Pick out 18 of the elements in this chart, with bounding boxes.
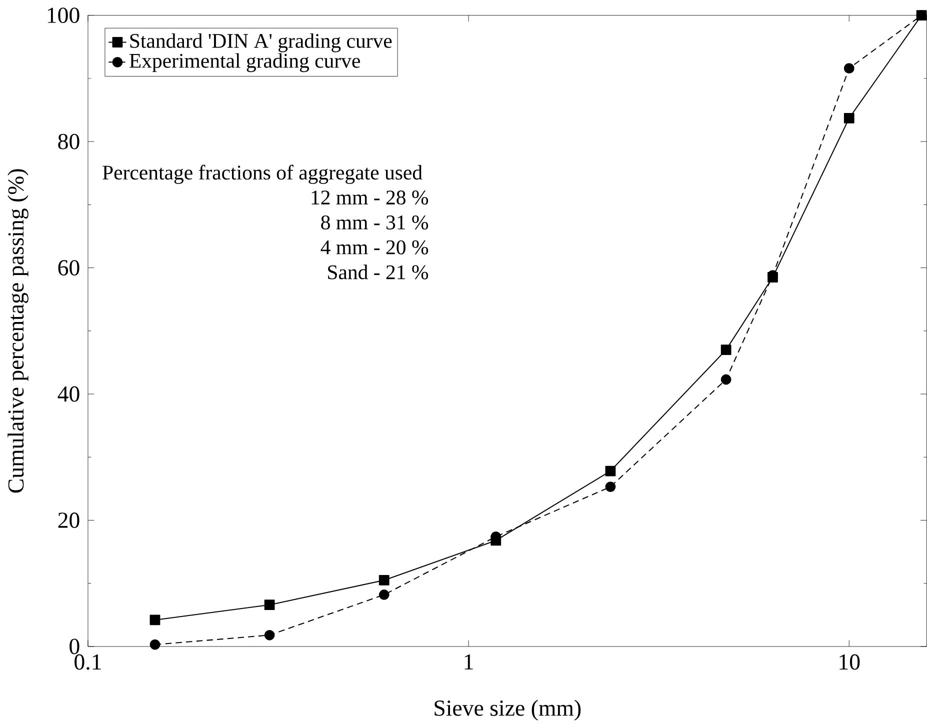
x-tick-label: 10 xyxy=(840,654,860,670)
y-axis-title: Cumulative percentage passing (%) xyxy=(8,169,28,493)
annotation: Sand - 21 % xyxy=(328,264,428,280)
legend-label: Standard 'DIN A' grading curve xyxy=(130,33,392,52)
legend-label: Experimental grading curve xyxy=(130,53,360,72)
y-tick-label: 20 xyxy=(58,512,80,528)
x-tick-label: 0.1 xyxy=(74,654,101,670)
annotation: Percentage fractions of aggregate used xyxy=(102,164,422,184)
x-tick-label: 1 xyxy=(464,654,473,670)
x-axis-title: Sieve size (mm) xyxy=(434,700,581,720)
annotation: 4 mm - 20 % xyxy=(320,240,428,254)
annotation: 8 mm - 31 % xyxy=(321,215,428,230)
y-tick-label: 60 xyxy=(58,260,80,276)
y-tick-label: 40 xyxy=(58,386,80,402)
y-tick-label: 100 xyxy=(48,8,80,23)
annotation: 12 mm - 28 % xyxy=(312,190,428,205)
y-tick-label: 80 xyxy=(58,134,80,150)
y-tick-label: 0 xyxy=(70,638,80,654)
